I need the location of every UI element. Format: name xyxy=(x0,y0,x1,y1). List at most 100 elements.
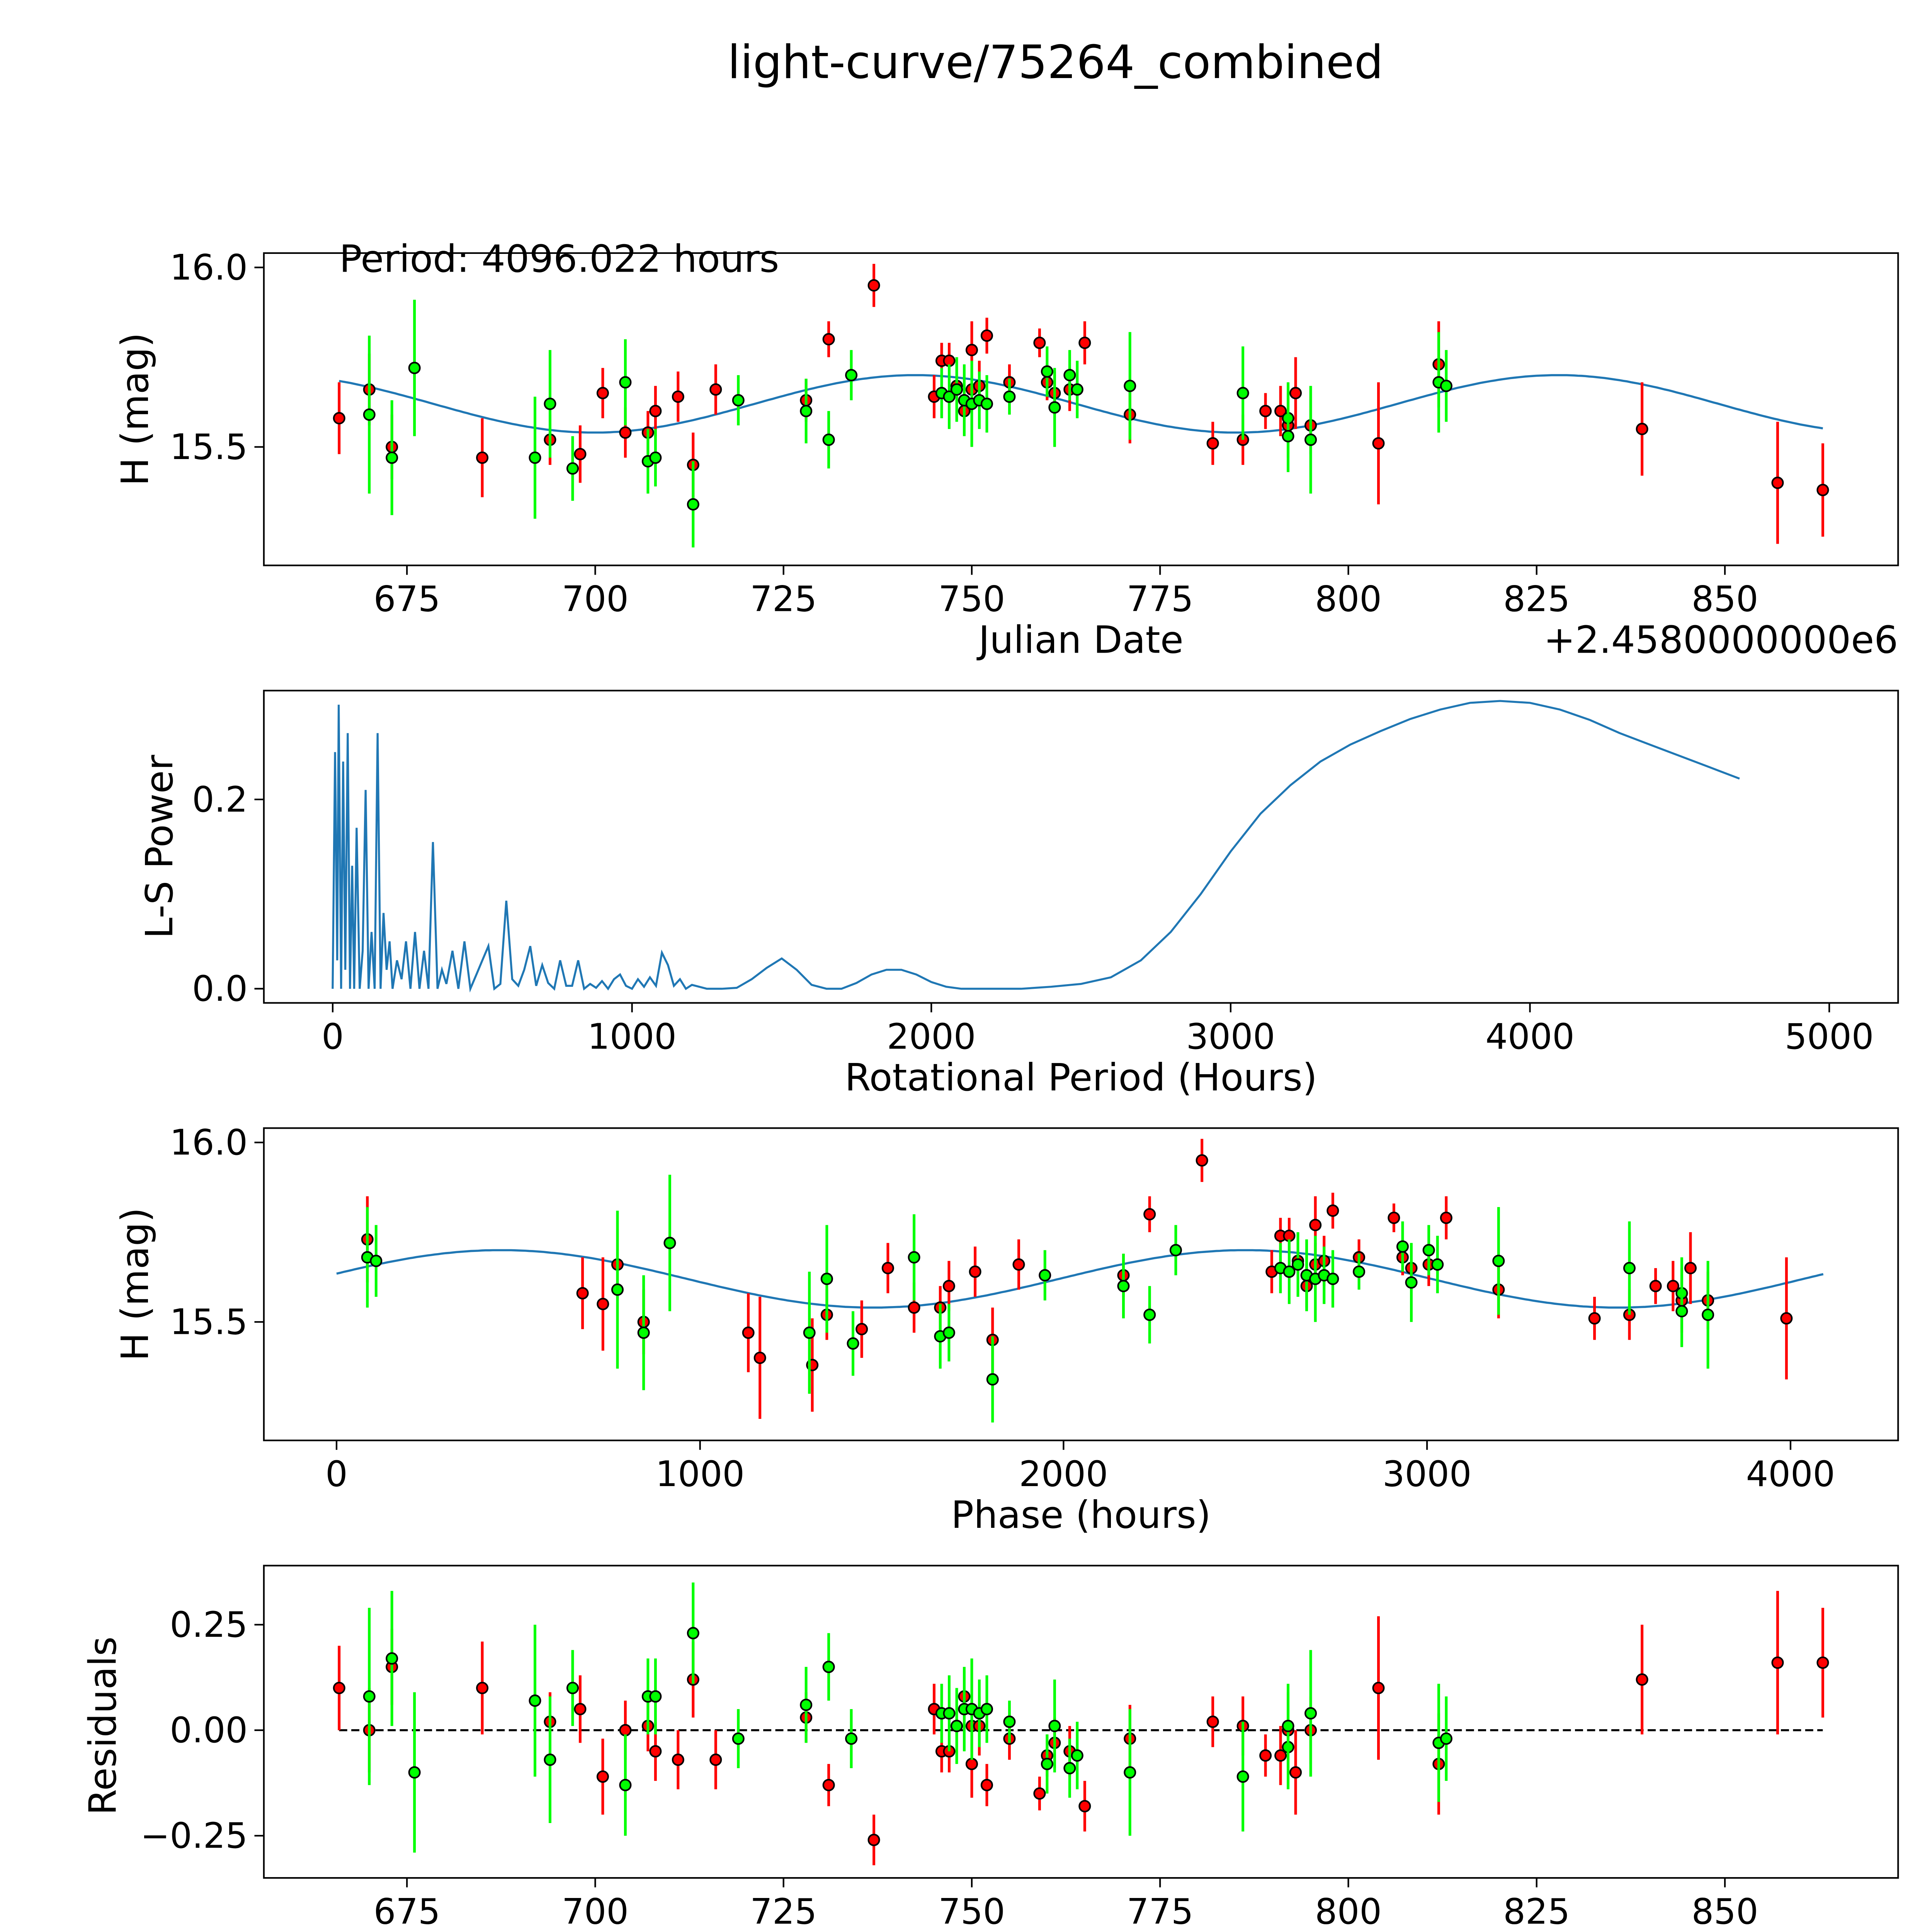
data-point xyxy=(1353,1265,1366,1278)
data-point xyxy=(820,1272,833,1285)
data-point xyxy=(1667,1280,1679,1293)
periodogram-xlabel: Rotational Period (Hours) xyxy=(845,1056,1317,1100)
x-tick-label: 3000 xyxy=(1186,1017,1276,1057)
data-point xyxy=(1771,1656,1784,1669)
residuals-x-offset: +2.4580000000e6 xyxy=(1544,1930,1898,1932)
y-tick-label: 16.0 xyxy=(170,247,248,288)
data-point xyxy=(1422,1244,1435,1257)
data-point xyxy=(969,1265,981,1278)
data-point xyxy=(732,394,745,406)
data-point xyxy=(1124,1766,1136,1779)
data-point xyxy=(1440,1732,1452,1745)
data-point xyxy=(1282,1719,1294,1732)
lightcurve-axes-frame xyxy=(263,252,1899,566)
data-point xyxy=(611,1283,624,1296)
data-point xyxy=(529,451,541,464)
data-point xyxy=(1259,405,1272,417)
data-point xyxy=(1124,379,1136,392)
data-point xyxy=(742,1327,755,1339)
y-tick-label: 15.5 xyxy=(170,1302,248,1343)
lightcurve-ylabel: H (mag) xyxy=(113,333,157,486)
data-point xyxy=(1206,1715,1219,1728)
data-point xyxy=(965,1758,978,1770)
data-point xyxy=(709,383,722,396)
data-point xyxy=(574,1703,587,1716)
periodogram-ticks: 0 1000 2000 3000 4000 5000 0.0 0.2 xyxy=(192,779,1874,1057)
data-point xyxy=(950,1719,963,1732)
data-point xyxy=(1405,1276,1418,1289)
x-tick-label: 775 xyxy=(1127,579,1194,620)
data-point xyxy=(574,448,587,461)
data-point xyxy=(576,1287,589,1299)
data-point xyxy=(566,462,579,475)
data-point xyxy=(942,1327,955,1339)
data-point xyxy=(1289,387,1302,400)
data-point xyxy=(1048,401,1061,414)
data-point xyxy=(1372,1682,1385,1694)
data-point xyxy=(732,1732,745,1745)
data-point xyxy=(1684,1262,1697,1274)
data-point xyxy=(1012,1258,1025,1271)
data-point xyxy=(333,1682,345,1694)
data-point xyxy=(943,1707,956,1720)
data-point xyxy=(822,1779,835,1791)
data-point xyxy=(1588,1312,1601,1325)
data-point xyxy=(1492,1255,1505,1267)
x-tick-label: 2000 xyxy=(1019,1454,1108,1495)
lightcurve-xlabel: Julian Date xyxy=(976,618,1183,662)
fit-curve xyxy=(339,374,1823,434)
x-tick-label: 825 xyxy=(1503,1891,1570,1932)
data-point xyxy=(800,1699,813,1711)
y-tick-label: 0.25 xyxy=(170,1605,248,1645)
x-tick-label: 700 xyxy=(562,1891,629,1932)
y-tick-label: 0.0 xyxy=(192,969,248,1009)
x-tick-label: 3000 xyxy=(1383,1454,1472,1495)
data-point xyxy=(1289,1766,1302,1779)
data-point xyxy=(965,344,978,356)
data-point xyxy=(1033,1787,1046,1800)
data-point xyxy=(1071,383,1083,396)
data-point xyxy=(386,1652,398,1665)
data-point xyxy=(672,390,684,403)
data-point xyxy=(1003,1715,1016,1728)
data-point xyxy=(649,451,662,464)
data-point xyxy=(1372,437,1385,450)
data-point xyxy=(1236,387,1249,400)
data-point xyxy=(1078,1800,1091,1813)
x-tick-label: 5000 xyxy=(1785,1017,1874,1057)
data-point xyxy=(637,1327,650,1339)
y-tick-label: 16.0 xyxy=(170,1122,248,1163)
data-point xyxy=(855,1323,868,1335)
data-point xyxy=(370,1255,383,1267)
data-point xyxy=(1039,1269,1051,1282)
data-point xyxy=(1636,423,1648,435)
x-tick-label: 700 xyxy=(562,579,629,620)
data-point xyxy=(1283,1265,1296,1278)
data-point xyxy=(672,1753,684,1766)
x-tick-label: 850 xyxy=(1692,1891,1759,1932)
data-point xyxy=(908,1301,920,1314)
x-tick-label: 2000 xyxy=(887,1017,976,1057)
data-point xyxy=(596,387,609,400)
data-point xyxy=(881,1262,894,1274)
x-tick-label: 4000 xyxy=(1485,1017,1575,1057)
lightcurve-ticks: 675 700 725 750 775 800 825 850 15.5 16.0 xyxy=(170,247,1758,619)
data-point xyxy=(1259,1749,1272,1762)
data-point xyxy=(1274,1749,1287,1762)
data-point xyxy=(847,1337,859,1350)
x-tick-label: 775 xyxy=(1127,1891,1194,1932)
data-point xyxy=(942,1280,955,1293)
data-point xyxy=(687,498,699,511)
data-point xyxy=(1291,1258,1304,1271)
data-point xyxy=(1623,1262,1636,1274)
data-point xyxy=(544,1753,556,1766)
x-tick-label: 850 xyxy=(1692,579,1759,620)
data-point xyxy=(687,1627,699,1639)
data-point xyxy=(822,1660,835,1673)
data-point xyxy=(709,1753,722,1766)
data-point xyxy=(943,390,956,403)
data-point xyxy=(908,1251,920,1264)
